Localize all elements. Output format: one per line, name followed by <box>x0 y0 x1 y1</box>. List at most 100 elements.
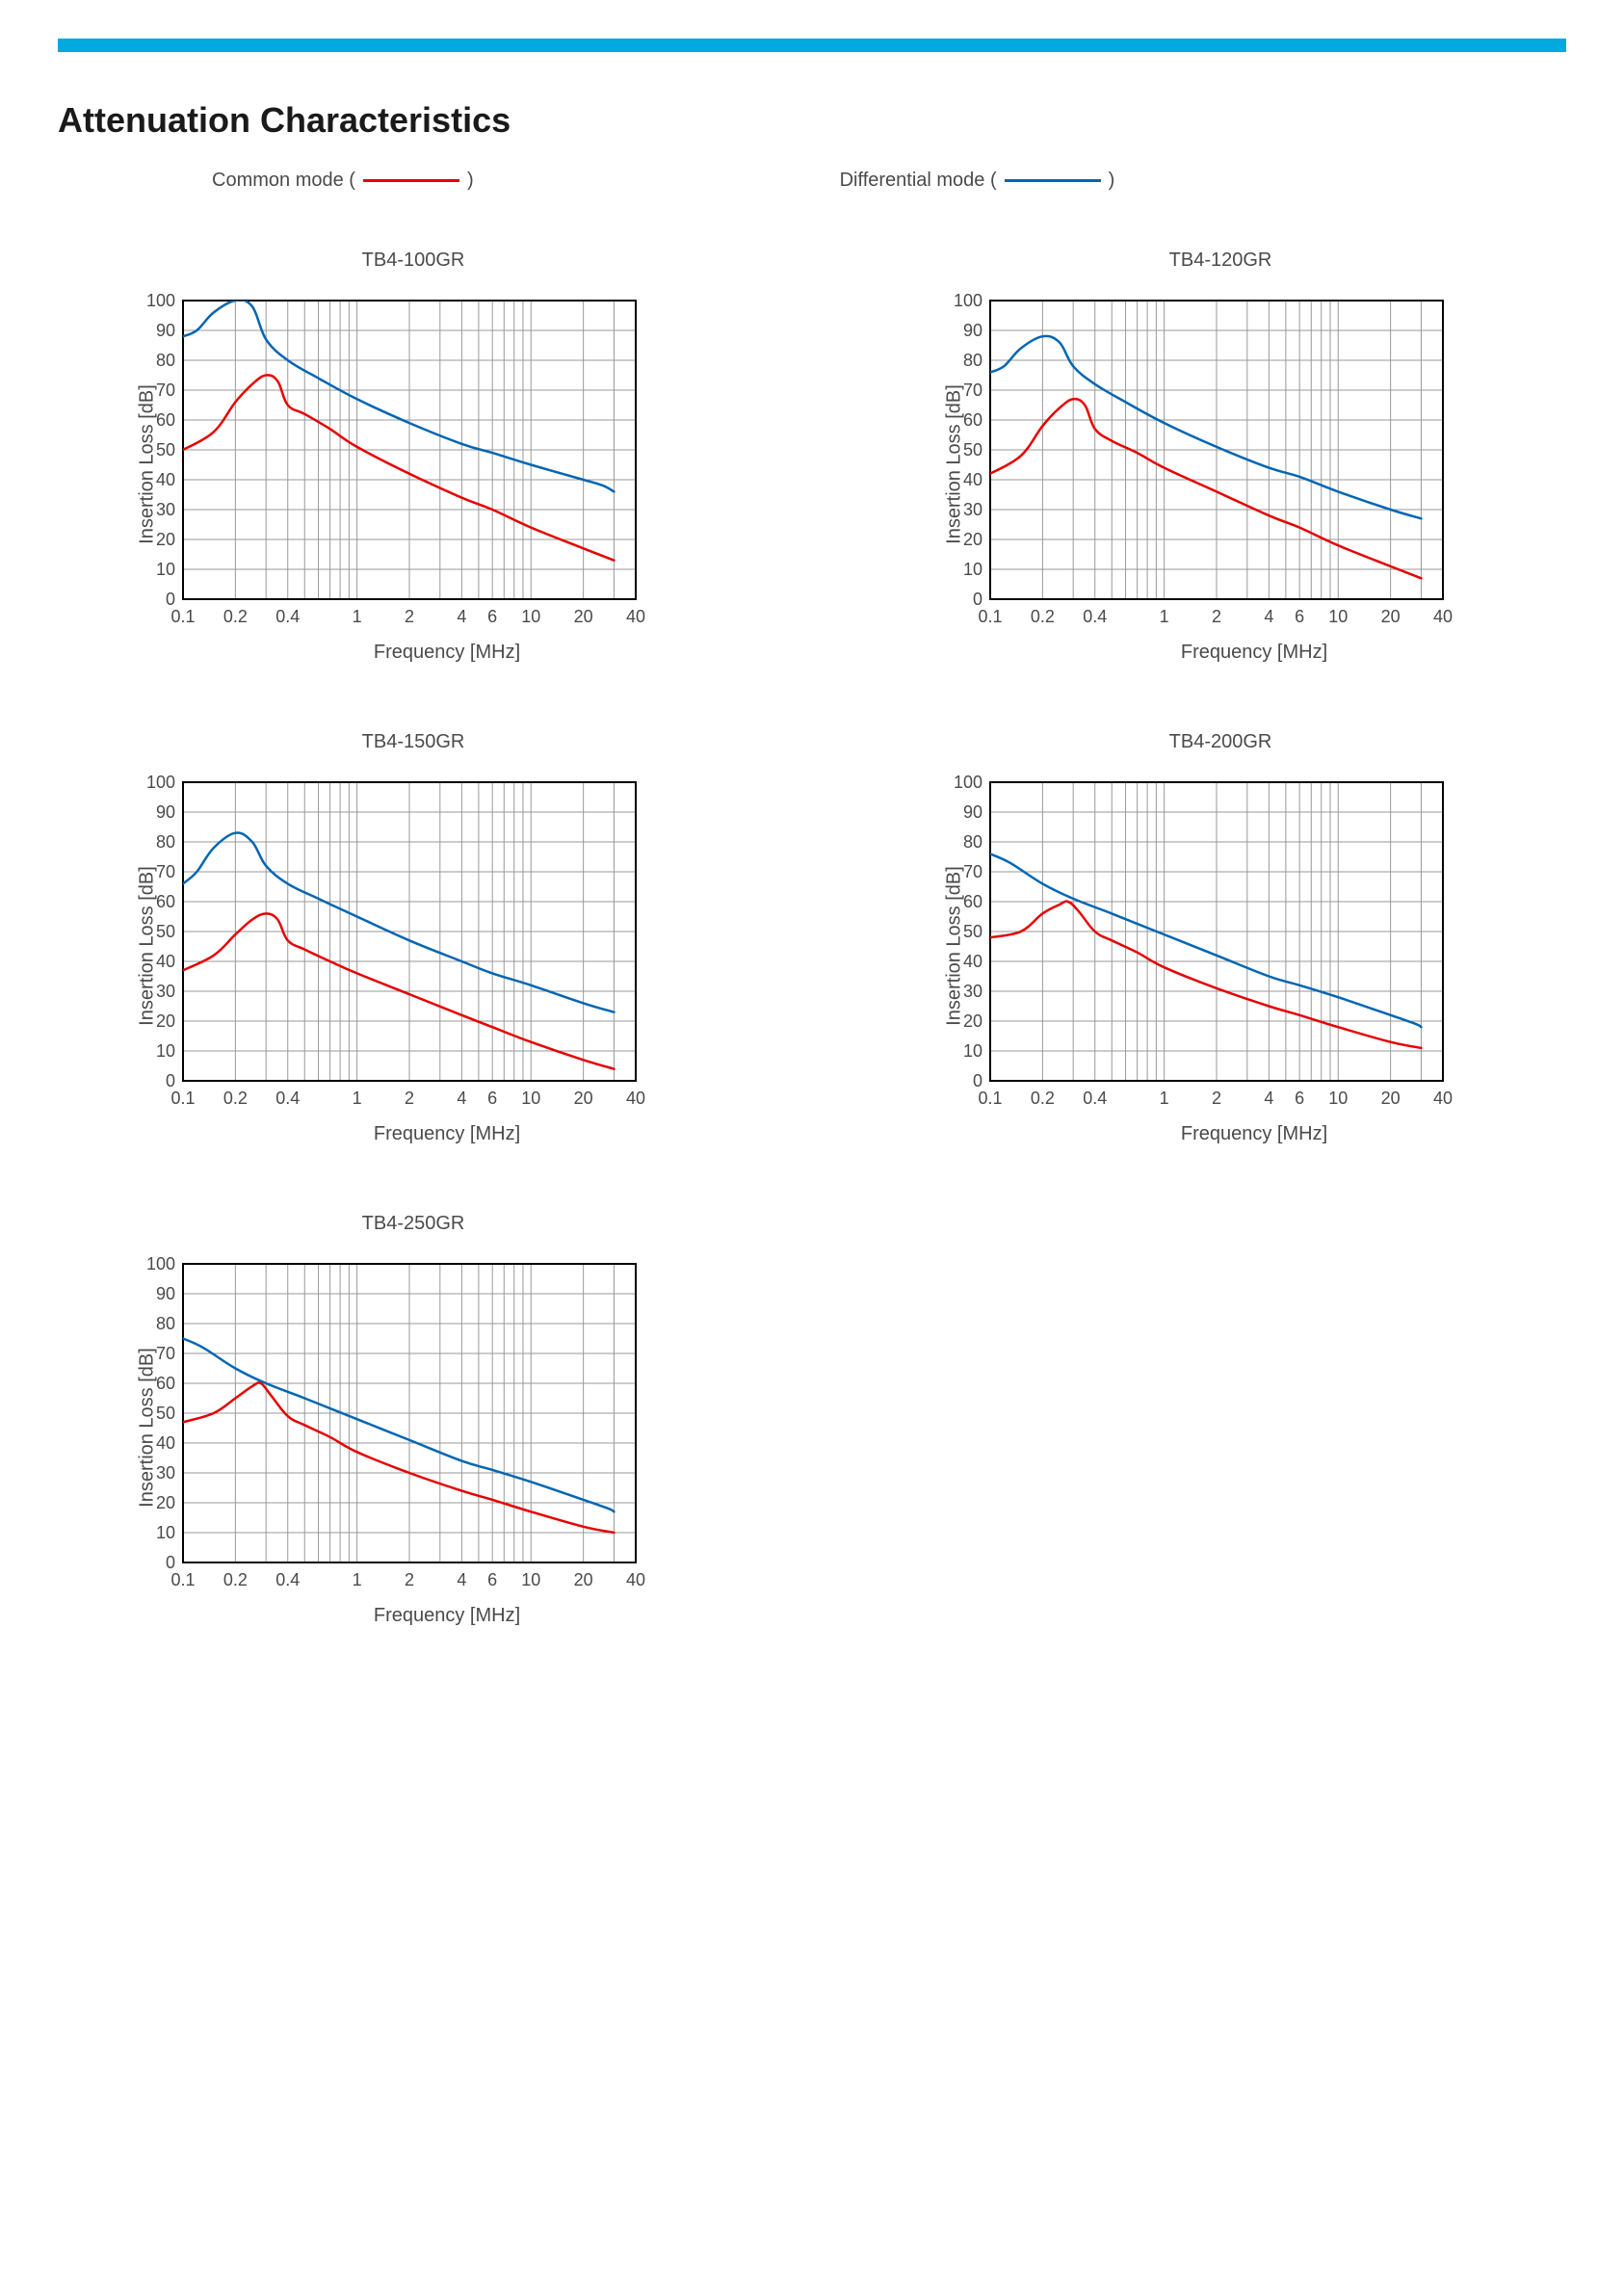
svg-text:90: 90 <box>156 321 175 340</box>
svg-text:0.2: 0.2 <box>223 1089 248 1108</box>
svg-text:40: 40 <box>963 470 982 489</box>
y-axis-label: Insertion Loss [dB] <box>943 866 965 1026</box>
svg-text:6: 6 <box>1295 1089 1304 1108</box>
svg-text:6: 6 <box>487 1570 497 1589</box>
legend-common-line <box>363 179 459 182</box>
svg-text:30: 30 <box>156 500 175 519</box>
svg-text:40: 40 <box>156 470 175 489</box>
svg-text:20: 20 <box>1381 607 1401 626</box>
svg-text:4: 4 <box>1264 607 1273 626</box>
svg-text:10: 10 <box>521 607 540 626</box>
series-common <box>990 902 1421 1048</box>
svg-text:10: 10 <box>1328 1089 1348 1108</box>
series-differential <box>990 853 1421 1027</box>
svg-text:30: 30 <box>156 982 175 1001</box>
svg-text:1: 1 <box>353 1089 362 1108</box>
series-differential <box>183 300 614 491</box>
svg-text:50: 50 <box>156 1404 175 1423</box>
x-axis-label: Frequency [MHz] <box>875 642 1566 664</box>
svg-text:20: 20 <box>574 607 593 626</box>
chart-title: TB4-100GR <box>67 249 759 272</box>
svg-text:1: 1 <box>1160 607 1169 626</box>
svg-text:2: 2 <box>405 607 414 626</box>
svg-text:70: 70 <box>156 862 175 881</box>
svg-text:20: 20 <box>963 1011 982 1031</box>
chart-title: TB4-150GR <box>67 731 759 753</box>
svg-text:0.2: 0.2 <box>223 607 248 626</box>
svg-text:0: 0 <box>973 1071 982 1090</box>
legend-differential-mode: Differential mode ( ) <box>840 170 1115 192</box>
svg-text:50: 50 <box>156 922 175 941</box>
svg-text:0.2: 0.2 <box>1031 607 1055 626</box>
x-axis-label: Frequency [MHz] <box>67 1123 759 1145</box>
svg-text:2: 2 <box>405 1089 414 1108</box>
svg-text:40: 40 <box>156 1433 175 1453</box>
legend-diff-label-open: Differential mode ( <box>840 170 997 192</box>
svg-text:6: 6 <box>487 1089 497 1108</box>
svg-text:0: 0 <box>166 590 175 609</box>
legend-diff-line <box>1005 179 1101 182</box>
datasheet-top-bar <box>58 39 1566 52</box>
chart-tb4-250gr: 01020304050607080901000.10.20.4124610204… <box>135 1254 674 1601</box>
svg-text:0.1: 0.1 <box>978 1089 1002 1108</box>
svg-text:0.4: 0.4 <box>275 607 300 626</box>
svg-text:40: 40 <box>626 607 645 626</box>
svg-text:0.4: 0.4 <box>275 1570 300 1589</box>
chart-title: TB4-200GR <box>875 731 1566 753</box>
svg-text:100: 100 <box>146 1254 175 1273</box>
svg-text:0.1: 0.1 <box>170 1089 195 1108</box>
legend-common-label-close: ) <box>467 170 474 192</box>
page-title: Attenuation Characteristics <box>58 100 1566 141</box>
x-axis-label: Frequency [MHz] <box>875 1123 1566 1145</box>
charts-grid: TB4-100GRInsertion Loss [dB]010203040506… <box>58 249 1566 1627</box>
legend-common-label-open: Common mode ( <box>212 170 355 192</box>
svg-text:60: 60 <box>156 410 175 430</box>
svg-text:10: 10 <box>156 560 175 579</box>
svg-text:80: 80 <box>156 351 175 370</box>
chart-title: TB4-250GR <box>67 1213 759 1235</box>
svg-text:40: 40 <box>1433 1089 1453 1108</box>
svg-text:2: 2 <box>405 1570 414 1589</box>
series-common <box>990 399 1421 578</box>
svg-text:0.4: 0.4 <box>1083 1089 1107 1108</box>
svg-text:100: 100 <box>146 773 175 792</box>
svg-text:0: 0 <box>973 590 982 609</box>
chart-title: TB4-120GR <box>875 249 1566 272</box>
svg-text:80: 80 <box>963 351 982 370</box>
svg-text:4: 4 <box>457 1089 466 1108</box>
svg-text:10: 10 <box>1328 607 1348 626</box>
svg-text:0.2: 0.2 <box>223 1570 248 1589</box>
svg-text:0.4: 0.4 <box>1083 607 1107 626</box>
chart-block-tb4-250gr: TB4-250GRInsertion Loss [dB]010203040506… <box>67 1213 759 1627</box>
svg-text:30: 30 <box>963 500 982 519</box>
svg-text:1: 1 <box>353 607 362 626</box>
x-axis-label: Frequency [MHz] <box>67 642 759 664</box>
svg-text:10: 10 <box>521 1570 540 1589</box>
chart-tb4-200gr: 01020304050607080901000.10.20.4124610204… <box>942 773 1481 1119</box>
svg-text:60: 60 <box>156 892 175 911</box>
svg-text:90: 90 <box>156 1284 175 1303</box>
svg-text:4: 4 <box>457 607 466 626</box>
chart-wrap: Insertion Loss [dB]010203040506070809010… <box>67 773 759 1119</box>
y-axis-label: Insertion Loss [dB] <box>943 384 965 544</box>
svg-text:70: 70 <box>156 1344 175 1363</box>
series-differential <box>990 336 1421 518</box>
svg-text:30: 30 <box>963 982 982 1001</box>
svg-text:0.1: 0.1 <box>170 1570 195 1589</box>
chart-block-tb4-200gr: TB4-200GR Insertion Loss [dB] 0 10 20 30 40 50 6… <box>875 731 1566 1145</box>
svg-text:40: 40 <box>626 1089 645 1108</box>
svg-text:90: 90 <box>963 321 982 340</box>
chart-wrap: Insertion Loss [dB]010203040506070809010… <box>67 1254 759 1601</box>
svg-text:20: 20 <box>156 530 175 549</box>
svg-text:50: 50 <box>156 440 175 459</box>
svg-text:50: 50 <box>963 922 982 941</box>
svg-text:60: 60 <box>963 892 982 911</box>
svg-text:10: 10 <box>963 560 982 579</box>
chart-wrap: Insertion Loss [dB]010203040506070809010… <box>875 291 1566 638</box>
svg-text:10: 10 <box>521 1089 540 1108</box>
series-common <box>183 375 614 560</box>
svg-text:100: 100 <box>954 773 982 792</box>
y-axis-label: Insertion Loss [dB] <box>136 866 158 1026</box>
svg-text:70: 70 <box>963 862 982 881</box>
svg-text:20: 20 <box>1381 1089 1401 1108</box>
